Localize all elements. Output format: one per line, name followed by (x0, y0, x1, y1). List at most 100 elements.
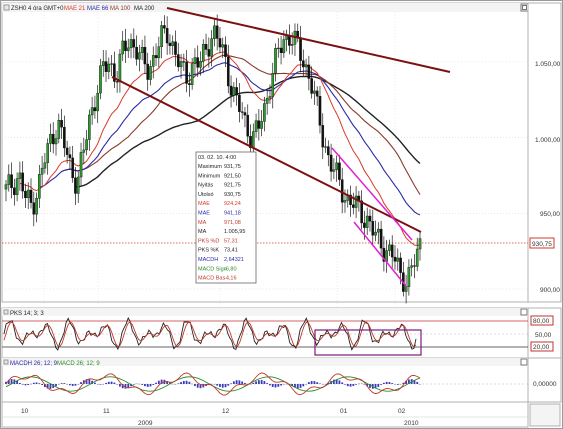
candle (360, 190, 363, 230)
candle (254, 113, 258, 138)
candle (374, 220, 377, 242)
candle (21, 161, 24, 199)
month-label: 11 (103, 408, 110, 415)
candle (185, 50, 188, 93)
stoch-upper-tag (530, 315, 554, 326)
candle (51, 122, 55, 154)
candle (224, 36, 227, 68)
macd-hist-bar (244, 382, 246, 384)
macd-hist-bar (302, 384, 305, 387)
macd-zero-label: 0,00000 (533, 381, 557, 388)
stochastic-maximize-icon[interactable] (520, 308, 528, 316)
macd-hist-bar (327, 382, 330, 384)
candle (368, 209, 372, 232)
candle (101, 50, 105, 77)
candle (349, 185, 352, 217)
macd-hist-bar (316, 382, 319, 384)
macd-hist-bar (238, 380, 241, 384)
candle (129, 33, 133, 59)
macd-hist-bar (94, 382, 96, 384)
candle (204, 33, 208, 56)
macd-hist-bar (416, 381, 419, 384)
macd-hist-bar (155, 382, 157, 384)
macd-hist-bar (380, 384, 383, 385)
macd-hist-bar (263, 381, 266, 384)
macd-hist-bar (374, 384, 377, 389)
macd-hist-bar (16, 380, 19, 384)
macd-hist-bar (71, 384, 74, 386)
candle (126, 38, 130, 58)
stoch-lower-tag (530, 341, 554, 352)
year-label: 2010 (404, 420, 419, 427)
candle (396, 248, 400, 271)
info-row-label: Nyitás (198, 183, 214, 189)
macd-hist-bar (7, 379, 10, 384)
time-axis-months: 10 11 12 01 02 (21, 408, 406, 415)
macd-hist-bar (221, 384, 224, 388)
lower-trend-line[interactable] (111, 76, 422, 233)
month-label: 01 (340, 408, 348, 415)
candle (124, 28, 127, 63)
candle (276, 38, 280, 58)
info-row-value: 924,24 (224, 201, 241, 207)
legend-ma100: MA 100 (110, 6, 131, 12)
macd-hist-bar (296, 384, 299, 389)
price-tick-label: 950,00 (540, 211, 560, 218)
macd-collapse-icon[interactable] (3, 359, 9, 365)
time-axis (1, 401, 529, 428)
candle (213, 19, 216, 47)
macd-hist-bar (188, 381, 191, 384)
candle (246, 104, 250, 144)
candle (354, 186, 358, 219)
month-label: 10 (21, 408, 29, 415)
macd-hist-bar (202, 384, 205, 388)
macd-hist-bar (82, 380, 85, 384)
upper-trend-line[interactable] (166, 7, 451, 73)
candle (310, 66, 313, 99)
channel-lower-line[interactable] (353, 221, 407, 287)
info-date: 03. 02. 10. 4:00 (198, 155, 236, 161)
macd-hist-bar (32, 382, 35, 384)
macd-hist-bar (166, 381, 169, 384)
collapse-icon[interactable] (3, 4, 10, 11)
candle (321, 113, 325, 160)
candle (210, 30, 213, 67)
time-axis-years: 2009 2010 (138, 420, 419, 427)
price-axis-labels: 1.050,00 1.000,00 950,00 900,00 (535, 61, 561, 294)
stochastic-highlight-box[interactable] (314, 329, 422, 356)
macd-hist-bar (402, 382, 405, 384)
candle (221, 37, 225, 59)
macd-hist-bar (232, 381, 235, 384)
candle (93, 95, 97, 119)
ma100-line (61, 54, 421, 195)
macd-hist-bar (274, 384, 277, 388)
macd-hist-bar (338, 380, 341, 384)
macd-hist-bar (194, 384, 196, 387)
candle (88, 109, 91, 151)
candle (215, 14, 219, 51)
candle (393, 244, 397, 270)
candle (201, 39, 205, 74)
legend-mae21: MAE 21 (64, 6, 86, 12)
macd-hist-bar (335, 379, 338, 384)
maximize-icon[interactable] (520, 3, 529, 12)
macd-hist-bar (227, 384, 230, 386)
candle (176, 42, 180, 72)
macd-maximize-icon[interactable] (520, 358, 528, 366)
candle (13, 178, 16, 206)
candle (199, 51, 202, 76)
candle (352, 192, 355, 215)
last-price-tag (529, 237, 555, 249)
month-label: 02 (398, 408, 406, 415)
candle (10, 162, 13, 199)
candle (377, 222, 380, 245)
channel-upper-line[interactable] (331, 147, 413, 241)
stochastic-collapse-icon[interactable] (3, 309, 9, 315)
axis-corner (529, 403, 561, 427)
info-row-label: MACD Sign (198, 266, 227, 272)
price-tick-label: 900,00 (540, 287, 560, 294)
candle (163, 15, 166, 34)
candle (146, 52, 150, 91)
candle (324, 137, 327, 153)
macd-hist-bar (252, 382, 255, 384)
